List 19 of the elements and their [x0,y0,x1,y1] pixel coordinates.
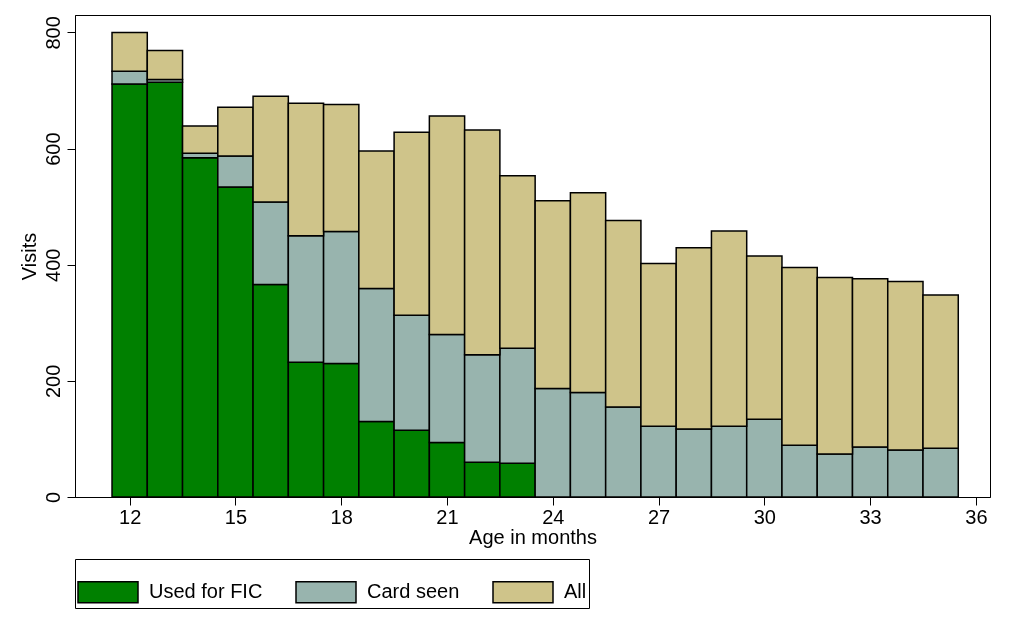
x-tick-label: 12 [119,505,142,528]
x-tick-label: 21 [436,505,459,528]
y-tick-label: 200 [41,364,64,399]
y-tick-label: 0 [41,491,64,504]
legend-label: Card seen [367,580,460,603]
legend-label: Used for FIC [149,580,263,603]
x-tick-label: 24 [542,505,565,528]
x-tick-label: 36 [965,505,988,528]
x-tick-label: 18 [330,505,353,528]
y-tick-label: 600 [41,132,64,166]
x-tick-label: 27 [647,505,671,528]
y-tick-label: 400 [41,248,64,282]
y-axis-title: Visits [17,232,40,281]
x-tick-label: 30 [753,505,776,528]
x-axis-title: Age in months [469,525,597,548]
x-tick-label: 15 [224,505,248,528]
y-tick-label: 800 [41,16,64,50]
legend-label: All [564,580,587,603]
x-tick-label: 33 [859,505,882,528]
